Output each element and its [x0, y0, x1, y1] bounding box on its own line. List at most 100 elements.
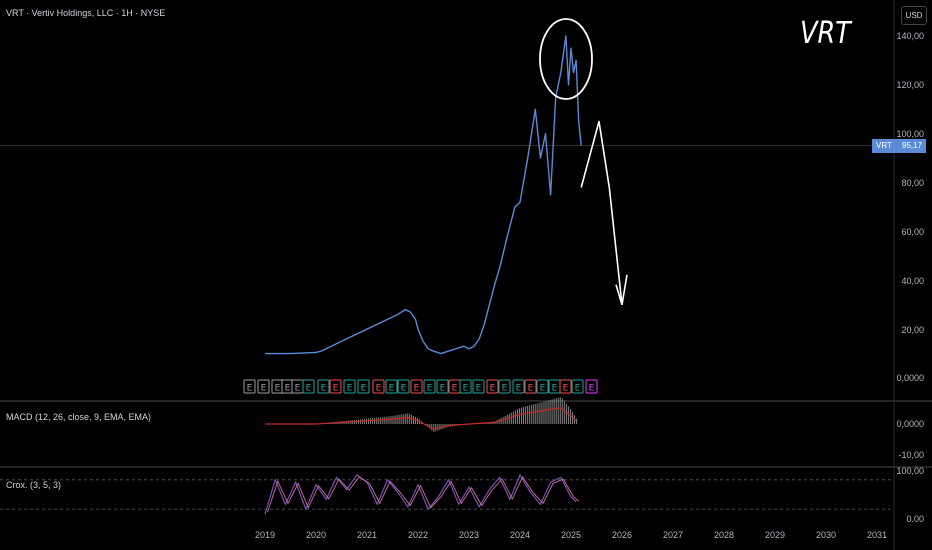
- earnings-marker: [385, 379, 398, 394]
- macd-histogram-bar: [382, 416, 384, 424]
- earnings-marker: [423, 379, 436, 394]
- macd-histogram-bar: [384, 416, 386, 424]
- earnings-marker-label: E: [389, 384, 395, 394]
- macd-histogram-bar: [514, 410, 516, 424]
- macd-histogram-bar: [521, 407, 523, 424]
- macd-histogram-bar: [518, 408, 520, 424]
- earnings-marker-label: E: [414, 384, 420, 394]
- macd-histogram-bar: [533, 404, 535, 424]
- macd-histogram-bar: [504, 415, 506, 424]
- macd-histogram-bar: [531, 404, 533, 424]
- time-tick: 2027: [662, 530, 684, 540]
- earnings-marker-label: E: [452, 384, 458, 394]
- symbol-watermark: VRT: [800, 16, 851, 51]
- earnings-marker-label: E: [306, 384, 312, 394]
- stoch-k-line: [264, 473, 577, 515]
- macd-histogram-bar: [410, 414, 412, 424]
- macd-histogram-bar: [431, 424, 433, 431]
- earnings-marker-label: E: [440, 384, 446, 394]
- earnings-marker-label: E: [401, 384, 407, 394]
- macd-histogram-bar: [376, 417, 378, 424]
- macd-histogram-bar: [559, 397, 561, 424]
- macd-histogram-bar: [429, 424, 431, 429]
- time-tick: 2028: [713, 530, 735, 540]
- macd-histogram-bar: [412, 415, 414, 424]
- stoch-label: Crox. (3, 5, 3): [6, 480, 62, 490]
- earnings-marker: [559, 379, 572, 394]
- earnings-marker-label: E: [376, 384, 382, 394]
- macd-histogram-bar: [372, 418, 374, 424]
- macd-histogram-bar: [569, 409, 571, 424]
- earnings-marker-label: E: [427, 384, 433, 394]
- macd-line: [265, 407, 577, 430]
- earnings-marker: [524, 379, 537, 394]
- macd-histogram-bar: [500, 418, 502, 424]
- currency-button[interactable]: USD: [901, 6, 927, 25]
- macd-histogram-bar: [553, 398, 555, 424]
- price-line: [265, 35, 582, 355]
- price-tick: 140,00: [896, 31, 924, 41]
- time-tick: 2020: [305, 530, 327, 540]
- earnings-marker-label: E: [463, 384, 469, 394]
- macd-histogram-bar: [567, 406, 569, 424]
- price-tick: 0,0000: [896, 373, 924, 383]
- earnings-marker-label: E: [361, 384, 367, 394]
- macd-histogram-bar: [561, 398, 563, 424]
- earnings-marker-label: E: [275, 384, 281, 394]
- macd-histogram-bar: [378, 417, 380, 424]
- earnings-marker-label: E: [261, 384, 267, 394]
- macd-histogram-bar: [529, 405, 531, 424]
- macd-histogram-bar: [374, 417, 376, 424]
- macd-histogram-bar: [404, 413, 406, 424]
- macd-histogram-bar: [549, 399, 551, 424]
- earnings-marker-label: E: [490, 384, 496, 394]
- macd-histogram-bar: [543, 401, 545, 424]
- macd-tick: 0,0000: [896, 419, 924, 429]
- macd-histogram-bar: [398, 414, 400, 424]
- macd-histogram-bar: [508, 413, 510, 424]
- macd-histogram-bar: [565, 403, 567, 424]
- earnings-marker: [486, 379, 499, 394]
- earnings-marker-label: E: [295, 384, 301, 394]
- earnings-marker: [498, 379, 511, 394]
- projection-arrow-head: [615, 274, 628, 305]
- macd-histogram-bar: [516, 409, 518, 424]
- macd-histogram-bar: [402, 414, 404, 424]
- last-price-tag: VRT 95,17: [872, 139, 926, 153]
- earnings-marker-label: E: [540, 384, 546, 394]
- macd-histogram-bar: [535, 403, 537, 424]
- macd-histogram-bar: [408, 413, 410, 424]
- macd-histogram-bar: [563, 401, 565, 424]
- earnings-marker-label: E: [247, 384, 253, 394]
- macd-histogram-bar: [541, 402, 543, 424]
- projection-arrow-line: [580, 120, 623, 305]
- macd-histogram-bar: [435, 424, 437, 432]
- stoch-tick: 0.00: [906, 514, 924, 524]
- last-price-value: 95,17: [902, 141, 923, 150]
- macd-histogram-bar: [510, 412, 512, 424]
- macd-histogram-bar: [551, 399, 553, 424]
- earnings-marker-label: E: [552, 384, 558, 394]
- time-tick: 2031: [866, 530, 888, 540]
- macd-histogram-bar: [400, 414, 402, 424]
- price-tick: 80,00: [901, 178, 924, 188]
- earnings-marker: [571, 379, 584, 394]
- macd-histogram-bar: [512, 411, 514, 424]
- earnings-marker: [372, 379, 385, 394]
- price-tick: 60,00: [901, 227, 924, 237]
- macd-histogram-bar: [386, 416, 388, 424]
- earnings-marker: [536, 379, 549, 394]
- earnings-marker: [302, 379, 315, 394]
- earnings-marker-label: E: [563, 384, 569, 394]
- earnings-marker-label: E: [347, 384, 353, 394]
- time-tick: 2022: [407, 530, 429, 540]
- macd-histogram-bar: [545, 401, 547, 424]
- earnings-marker-label: E: [502, 384, 508, 394]
- earnings-marker-label: E: [321, 384, 327, 394]
- earnings-marker-label: E: [589, 384, 595, 394]
- price-tick: 20,00: [901, 325, 924, 335]
- earnings-marker: [512, 379, 525, 394]
- macd-histogram-bar: [539, 402, 541, 424]
